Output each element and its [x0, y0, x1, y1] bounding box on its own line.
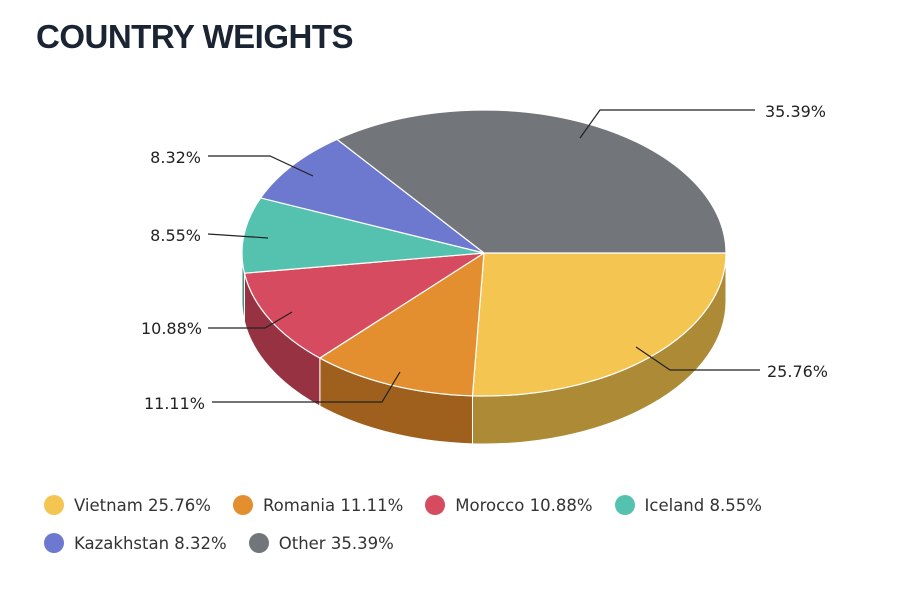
legend-swatch — [248, 533, 269, 553]
legend-item-kazakhstan[interactable]: Kazakhstan 8.32% — [44, 533, 227, 553]
legend-label: Kazakhstan 8.32% — [74, 533, 227, 553]
leader-line-vietnam — [635, 346, 760, 371]
leader-line-romania — [212, 371, 401, 403]
legend-swatch — [44, 533, 64, 553]
leader-line-iceland — [207, 233, 269, 239]
pie-slice-other — [335, 109, 727, 254]
pie-slice-morocco — [243, 252, 485, 359]
data-label-vietnam: 25.76% — [767, 362, 828, 381]
data-label-kazakhstan: 8.32% — [150, 148, 201, 167]
leader-line-other — [579, 109, 755, 139]
leader-line-morocco — [208, 311, 293, 329]
legend-label: Other 35.39% — [278, 533, 394, 553]
pie-chart: 25.76% 11.11% 10.88% 8.55% 8.32% 35.39% — [141, 102, 828, 445]
legend-item-vietnam[interactable]: Vietnam 25.76% — [44, 495, 211, 515]
data-label-morocco: 10.88% — [141, 319, 202, 338]
leader-line-kazakhstan — [208, 155, 314, 177]
legend-swatch — [425, 495, 446, 515]
legend-label: Romania 11.11% — [262, 495, 404, 515]
legend-swatch — [232, 495, 253, 515]
legend-swatch — [614, 495, 635, 515]
legend-label: Iceland 8.55% — [644, 495, 762, 515]
legend-item-romania[interactable]: Romania 11.11% — [232, 495, 404, 515]
legend-label: Vietnam 25.76% — [74, 495, 211, 515]
data-label-iceland: 8.55% — [150, 226, 201, 245]
legend-item-morocco[interactable]: Morocco 10.88% — [425, 495, 593, 515]
legend-label: Morocco 10.88% — [455, 495, 593, 515]
legend-item-iceland[interactable]: Iceland 8.55% — [614, 495, 762, 515]
data-label-other: 35.39% — [765, 102, 826, 121]
chart-title: COUNTRY WEIGHTS — [36, 18, 354, 55]
legend: Vietnam 25.76% Romania 11.11% Morocco 10.8… — [44, 495, 844, 571]
legend-item-other[interactable]: Other 35.39% — [248, 533, 394, 553]
pie-slice-kazakhstan — [259, 138, 485, 254]
pie-slice-romania — [318, 251, 485, 397]
data-label-romania: 11.11% — [144, 394, 205, 413]
legend-swatch — [44, 495, 64, 515]
pie-slice-iceland — [241, 197, 485, 274]
